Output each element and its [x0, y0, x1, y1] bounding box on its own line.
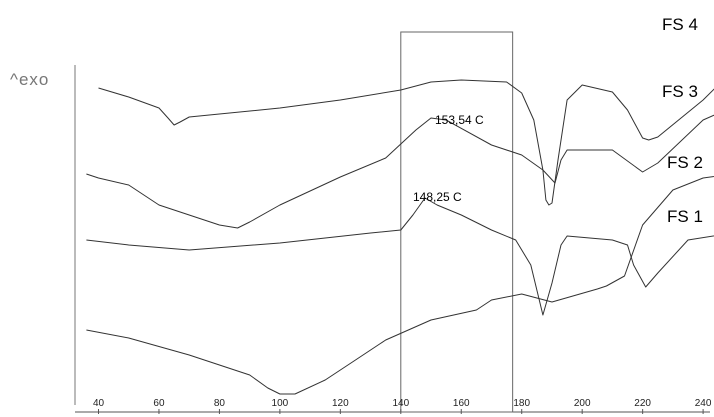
axes: [74, 65, 710, 413]
series-labels: FS 4 FS 3 FS 2 FS 1: [662, 15, 703, 226]
x-tick-label: 220: [634, 398, 651, 409]
x-tick-label: 160: [453, 398, 470, 409]
x-tick-label: 60: [153, 398, 165, 409]
series-label-fs4: FS 4: [662, 15, 698, 34]
series-label-fs1: FS 1: [667, 207, 703, 226]
peak-annotation-fs3: 153,54 C: [435, 113, 484, 127]
x-tick-label: 140: [392, 398, 409, 409]
peak-annotation-fs2: 148,25 C: [413, 190, 462, 204]
x-tick-label: 240: [695, 398, 712, 409]
y-axis-label: ^exo: [10, 70, 49, 89]
x-tick-label: 120: [332, 398, 349, 409]
x-tick-label: 100: [272, 398, 289, 409]
highlight-box: [400, 31, 514, 413]
curve-fs3: [86, 114, 714, 229]
x-tick-label: 80: [214, 398, 226, 409]
curve-fs2: [86, 197, 714, 316]
x-ticks: 406080100120140160180200220240260: [93, 398, 712, 414]
x-tick-label: 180: [513, 398, 530, 409]
curve-fs4: [98, 79, 714, 206]
x-tick-label: 40: [93, 398, 105, 409]
series-label-fs3: FS 3: [662, 82, 698, 101]
curve-fs1: [86, 176, 714, 395]
annotations: 153,54 C 148,25 C: [413, 113, 484, 204]
x-tick-label: 200: [574, 398, 591, 409]
series-label-fs2: FS 2: [667, 153, 703, 172]
curves: [86, 79, 714, 395]
